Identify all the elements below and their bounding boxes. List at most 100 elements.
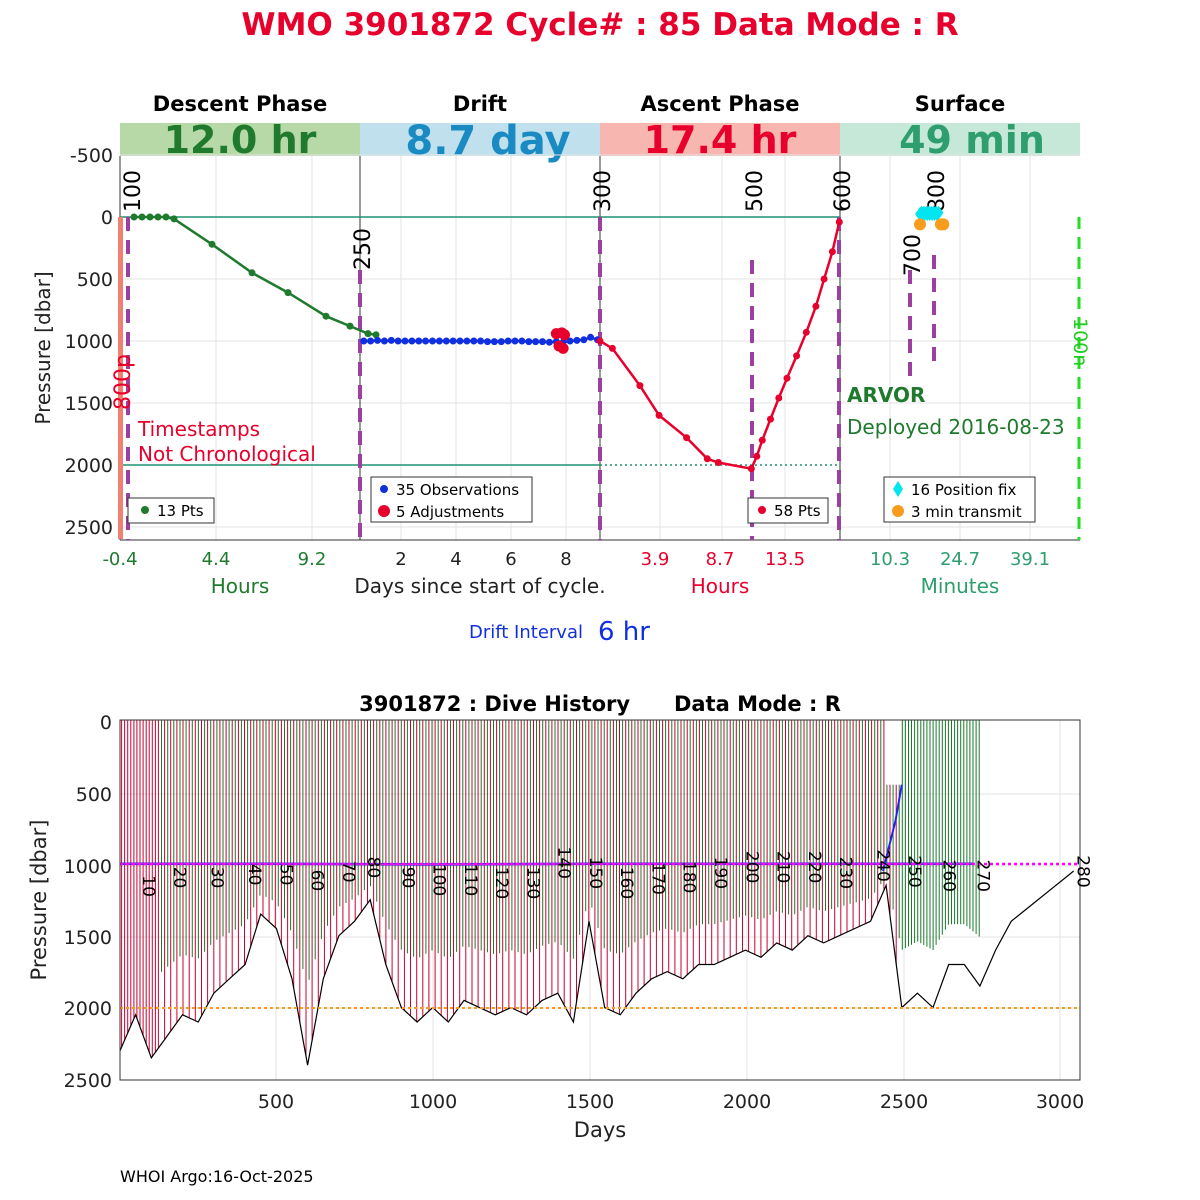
marker-700-label: 700 (901, 234, 926, 276)
drift-observation-point (497, 338, 505, 346)
descent-duration-banner (120, 123, 360, 156)
drift-observation-point (442, 337, 450, 345)
drift-observation-point (449, 337, 457, 345)
cycle-label: 220 (804, 851, 824, 883)
cycle-label: 140 (554, 847, 574, 879)
ascent-point (812, 302, 820, 310)
cycle-label: 260 (938, 860, 958, 892)
bottom-axes-frame (119, 719, 1081, 1081)
surface-legend: 16 Position fix 3 min transmit (883, 476, 1036, 523)
cycle-label: 230 (835, 857, 855, 889)
bottom-xtick: 1000 (409, 1091, 457, 1113)
ascent-point (747, 465, 755, 473)
figure-title: WMO 3901872 Cycle# : 85 Data Mode : R (241, 7, 958, 43)
surface-xtick: 24.7 (940, 549, 980, 570)
drift-observation-point (511, 337, 519, 345)
descent-phase-title: Descent Phase (153, 92, 327, 116)
surface-transmit-point (914, 218, 926, 231)
footer-credit: WHOI Argo:16-Oct-2025 (120, 1167, 314, 1186)
ascent-xlabel: Hours (691, 574, 750, 598)
descent-point (154, 213, 162, 221)
cycle-label: 60 (307, 870, 327, 892)
bottom-grid (120, 720, 1080, 1080)
ascent-phase-title: Ascent Phase (641, 92, 800, 116)
surface-position-fix (933, 205, 944, 220)
bottom-ytick: 2500 (64, 1070, 112, 1092)
drift-observation-point (484, 338, 491, 346)
drift-observation-point (387, 336, 395, 344)
ascent-duration-banner (600, 123, 840, 156)
descent-series (130, 213, 380, 339)
ascent-legend: 58 Pts (747, 497, 829, 524)
ascent-point (802, 328, 810, 336)
ascent-point (683, 434, 691, 442)
cycle-label: 20 (169, 867, 189, 889)
drift-observation-point (532, 338, 540, 346)
descent-line (134, 215, 377, 337)
top-ytick: 1000 (65, 331, 113, 353)
surface-series (914, 205, 950, 231)
ascent-point (828, 248, 836, 256)
max-pressure-line (119, 870, 1075, 1066)
descent-point (322, 312, 330, 320)
marker-100-label: 100 (121, 170, 146, 212)
ascent-point (820, 275, 828, 283)
descent-point (364, 330, 372, 338)
drift-phase-title: Drift (453, 92, 507, 116)
ascent-point (753, 452, 761, 460)
ascent-xtick: 8.7 (706, 549, 735, 570)
drift-observation-point (504, 337, 512, 345)
surface-duration-banner (840, 123, 1080, 156)
cycle-label: 190 (710, 857, 730, 889)
drift-observation-point (401, 337, 409, 345)
top-ylabel: Pressure [dbar] (31, 271, 55, 424)
drift-observation-point (429, 337, 436, 345)
ascent-line (599, 221, 841, 471)
surface-xtick: 10.3 (870, 549, 910, 570)
bottom-plot-title: 3901872 : Dive History Data Mode : R (359, 692, 841, 716)
ascent-point (793, 352, 801, 360)
cycle-label: 100 (429, 864, 449, 896)
drift-observation-point (470, 337, 478, 345)
drift-observation-point (587, 333, 595, 341)
ascent-point (655, 411, 663, 419)
drift-observation-point (573, 336, 581, 344)
drift-observation-point (580, 336, 588, 344)
top-ytick: 500 (77, 269, 113, 291)
marker-100n-label: 100n (1069, 318, 1091, 366)
cycle-label: 90 (397, 867, 417, 889)
drift-legend: 35 Observations 5 Adjustments (370, 476, 533, 523)
surface-legend-fix: 16 Position fix (911, 481, 1016, 499)
top-ytick: 2000 (65, 455, 113, 477)
ascent-point (703, 455, 711, 463)
cycle-label: 30 (207, 867, 227, 889)
drift-observation-point (374, 336, 381, 344)
descent-point (146, 213, 154, 221)
drift-xtick: 2 (395, 549, 406, 570)
drift-legend-adjustments: 5 Adjustments (396, 503, 504, 521)
descent-point (346, 322, 354, 330)
cycle-label: 150 (585, 857, 605, 889)
descent-point (170, 215, 178, 223)
cycle-label: 120 (491, 867, 511, 899)
drift-xtick: 6 (505, 549, 516, 570)
drift-duration-banner (360, 123, 600, 156)
ascent-xtick: 13.5 (765, 549, 805, 570)
cycle-label: 40 (244, 864, 264, 886)
cycle-label: 130 (522, 867, 542, 899)
cycle-label: 160 (616, 867, 636, 899)
ascent-point (835, 218, 843, 226)
cycle-label: 240 (873, 849, 893, 881)
profile-lines (121, 720, 980, 1057)
drift-adjustment-point (557, 342, 569, 354)
cycle-label: 180 (679, 861, 699, 893)
surface-transmit-point (937, 218, 950, 231)
drift-adjustment-point (559, 329, 570, 341)
drift-duration: 8.7 day (405, 118, 570, 164)
descent-legend: 13 Pts (127, 497, 215, 524)
descent-point (208, 240, 216, 248)
top-plot: Descent Phase Drift Ascent Phase Surface… (31, 92, 1091, 647)
cycle-label: 110 (460, 864, 480, 896)
marker-600-label: 600 (831, 170, 856, 212)
drift-observation-point (367, 337, 375, 345)
